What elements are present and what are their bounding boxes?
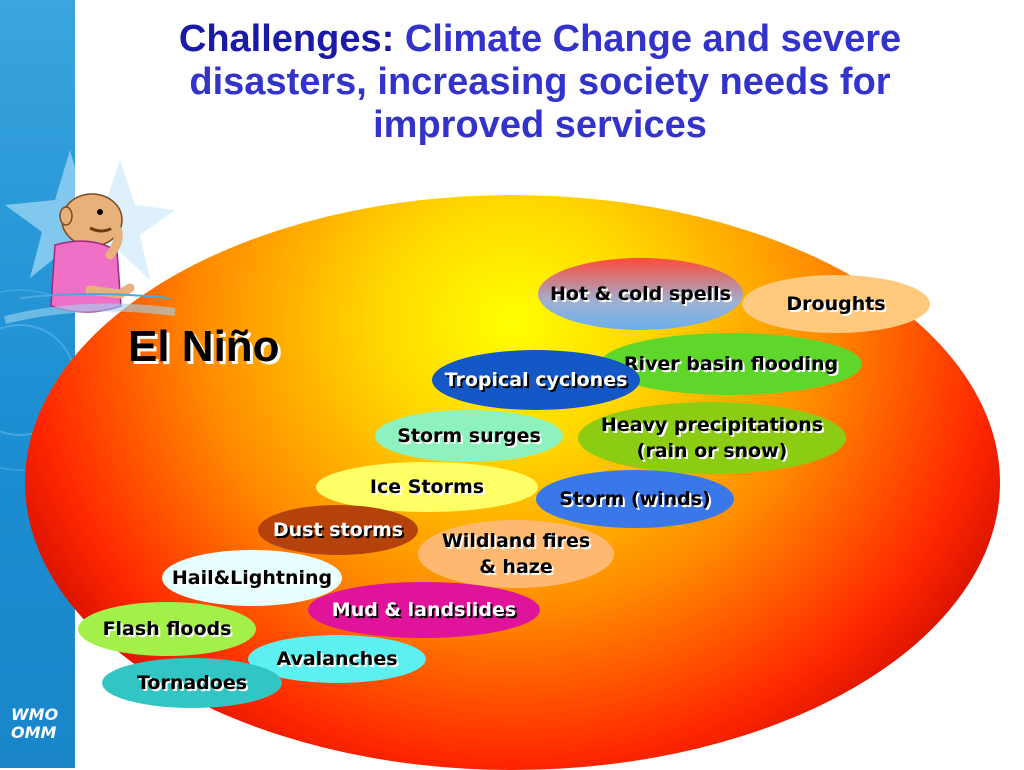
hazard-flash-floods: Flash floods	[78, 602, 256, 656]
hazard-dust-storms: Dust storms	[258, 505, 418, 555]
hazard-storm-surges: Storm surges	[375, 410, 563, 462]
hazard-tropical-cyclones: Tropical cyclones	[432, 350, 640, 410]
hazard-label: Flash floods	[102, 618, 232, 640]
hazard-storm-winds: Storm (winds)	[536, 470, 734, 528]
logo-wmo: WMO	[11, 705, 59, 724]
hazard-label-second-line: & haze	[479, 556, 553, 578]
hazard-label: Dust storms	[272, 519, 404, 541]
hazard-label: Storm (winds)	[559, 488, 711, 510]
el-nino-label: El Niño	[128, 322, 280, 371]
hazard-label: Storm surges	[397, 425, 541, 447]
hazard-hail-lightning: Hail&Lightning	[162, 550, 342, 606]
hazard-droughts: Droughts	[742, 275, 930, 333]
hazard-label-second-line: (rain or snow)	[636, 440, 788, 462]
title-lead: Challenges:	[178, 18, 395, 60]
hazard-label: Hot & cold spells	[549, 283, 731, 305]
hazard-label: Hail&Lightning	[171, 567, 333, 589]
hazard-label: Tornadoes	[136, 672, 248, 694]
hazard-hot-cold-spells: Hot & cold spells	[538, 258, 743, 330]
hazard-heavy-precipitations: Heavy precipitations (rain or snow)	[578, 402, 846, 474]
hazard-label: River basin flooding	[623, 353, 839, 375]
hazard-tornadoes: Tornadoes	[102, 658, 282, 708]
hazard-mud-landslides: Mud & landslides	[308, 582, 540, 638]
hazard-label: Wildland fires	[441, 530, 591, 552]
hazard-label: Heavy precipitations	[600, 414, 824, 436]
hazard-wildland-fires: Wildland fires & haze	[418, 520, 614, 588]
hazard-label: Avalanches	[276, 648, 398, 670]
logo-omm: OMM	[11, 723, 57, 742]
slide-title: Challenges: Climate Change and severe di…	[100, 18, 980, 147]
hazard-ice-storms: Ice Storms	[316, 462, 538, 512]
hazard-label: Ice Storms	[369, 476, 485, 498]
thinking-man-illustration	[4, 160, 176, 324]
hazard-avalanches: Avalanches	[248, 635, 426, 683]
hazard-river-basin-flooding: River basin flooding	[600, 333, 862, 395]
hazard-label: Droughts	[786, 293, 886, 315]
hazard-label: Tropical cyclones	[444, 369, 628, 391]
title-rest: Climate Change and severe disasters, inc…	[189, 18, 902, 146]
hazard-label: Mud & landslides	[331, 599, 517, 621]
